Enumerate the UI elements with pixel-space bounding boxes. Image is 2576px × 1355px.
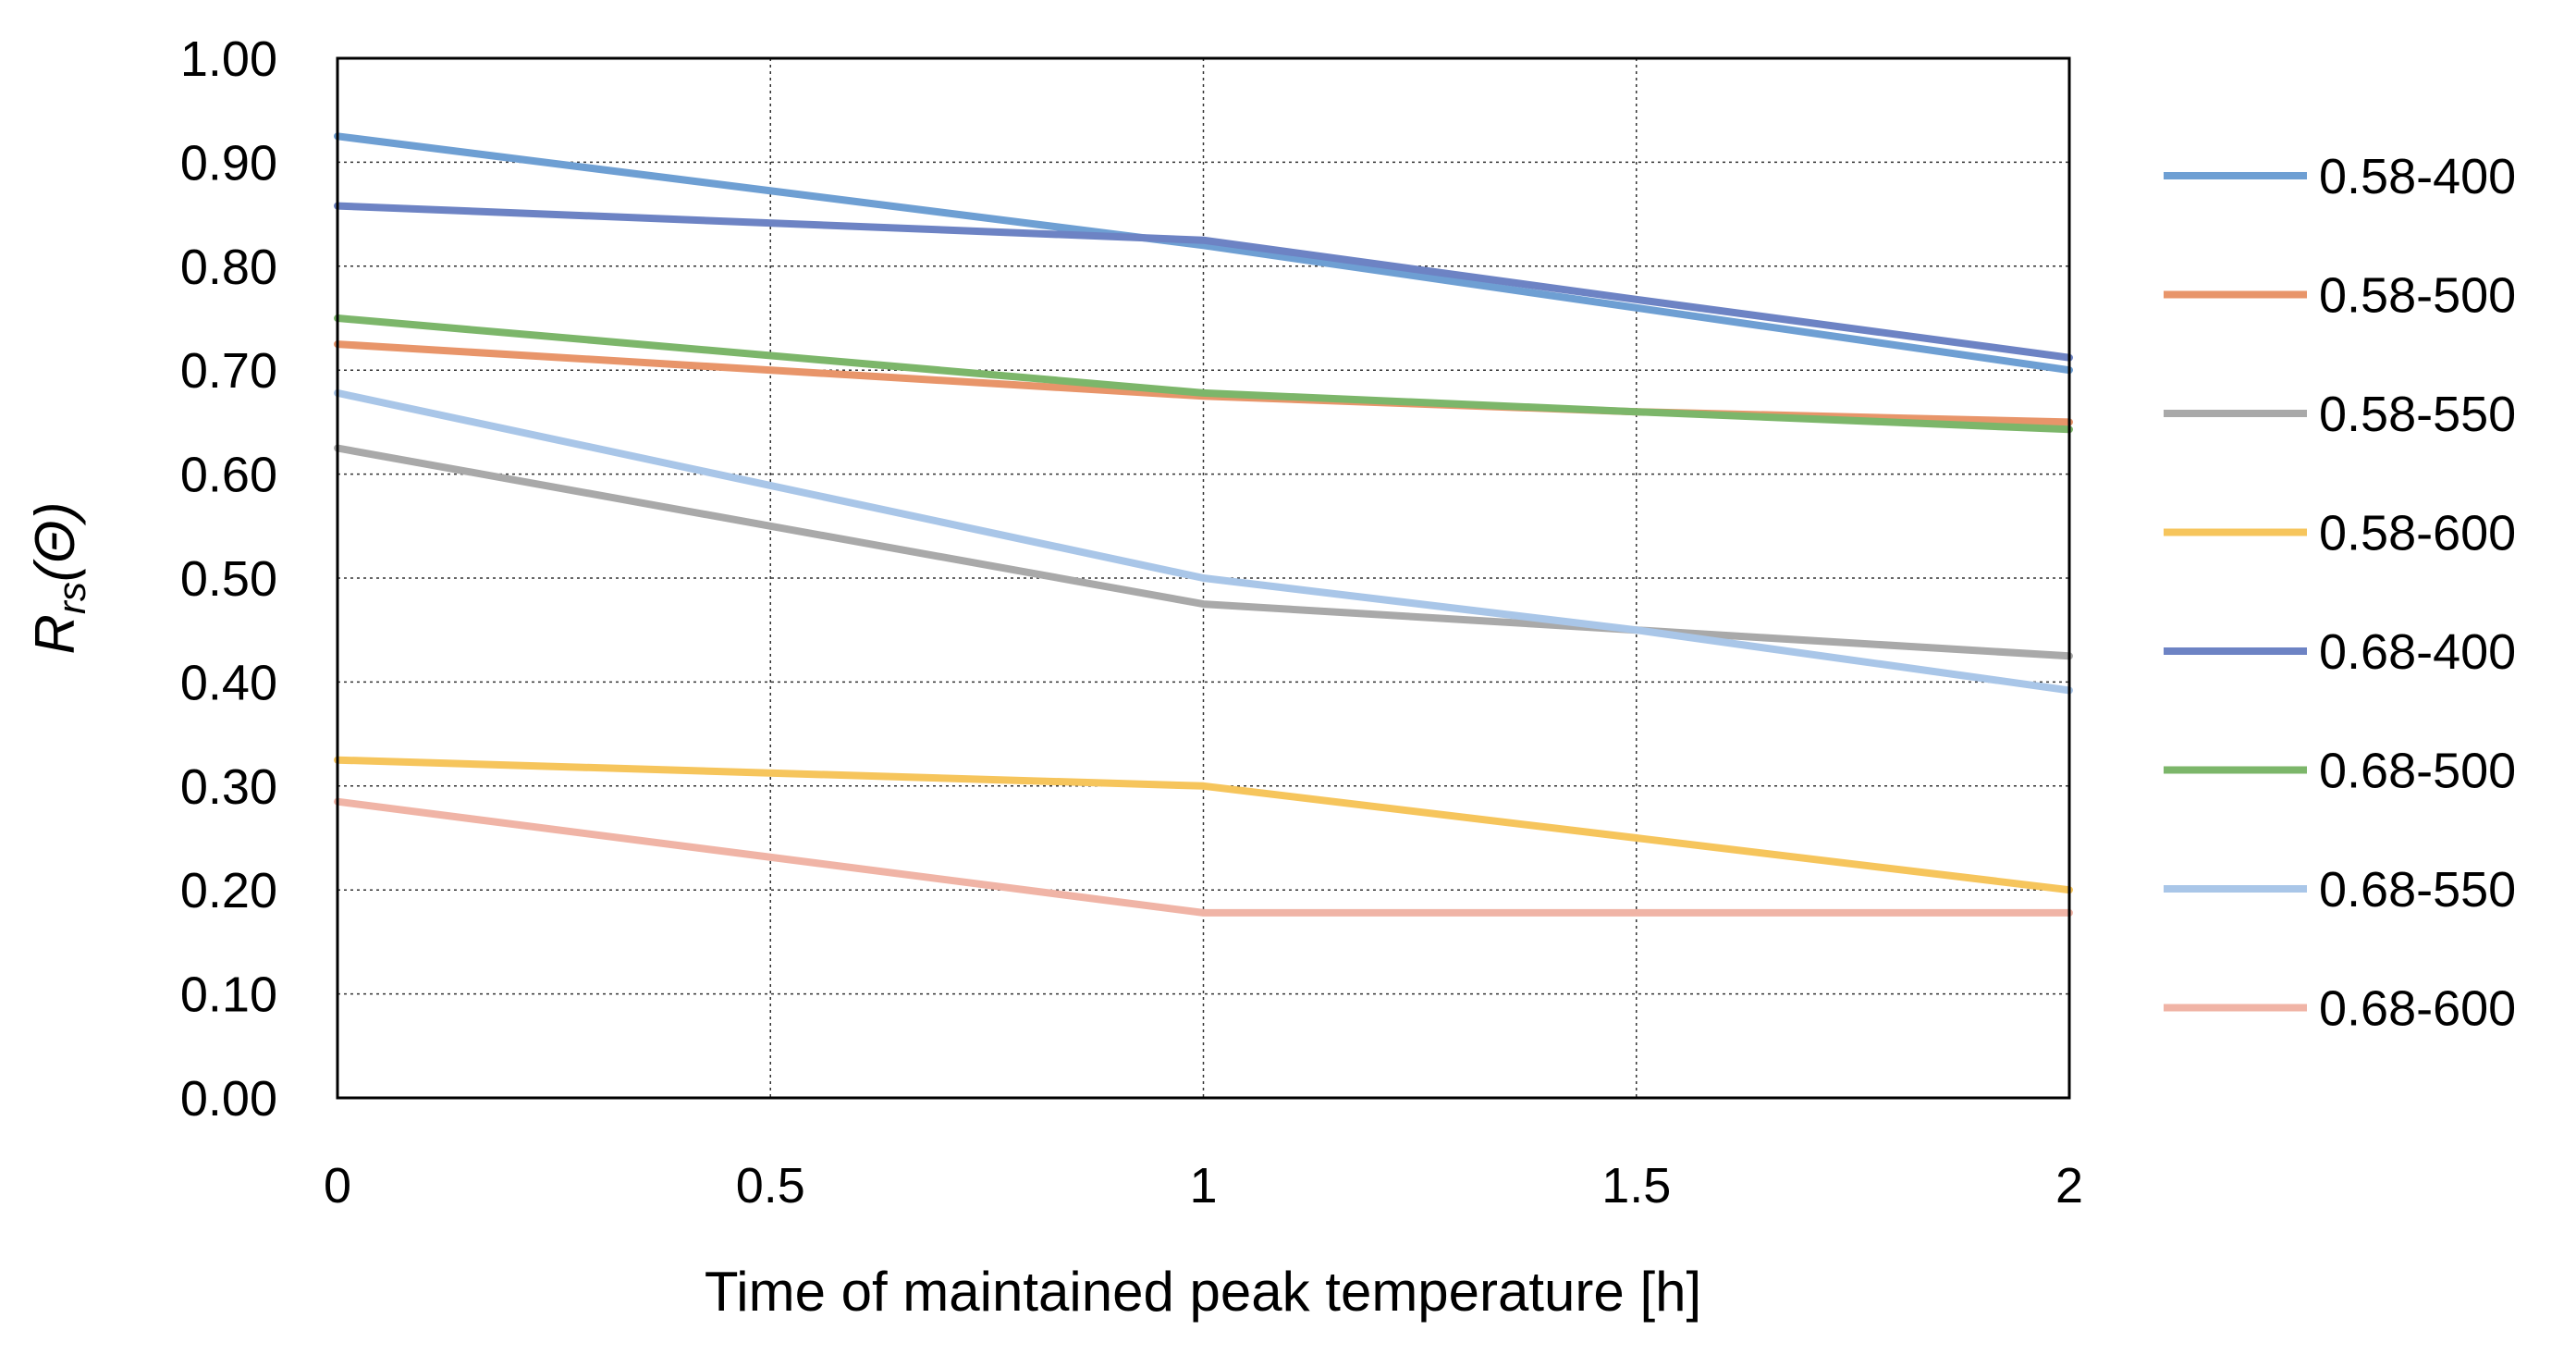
legend-item: 0.58-400	[2164, 149, 2516, 204]
legend-label: 0.68-600	[2319, 981, 2516, 1037]
legend-item: 0.68-500	[2164, 744, 2516, 799]
series-line-0.58-550	[334, 444, 2073, 660]
legend-label: 0.68-500	[2319, 744, 2516, 799]
y-tick-label: 0.70	[180, 343, 277, 399]
series-line-0.68-500	[334, 314, 2073, 434]
y-tick-label: 0.10	[180, 967, 277, 1023]
legend-item: 0.58-550	[2164, 387, 2516, 442]
legend-label: 0.58-550	[2319, 387, 2516, 442]
y-axis-title: Rrs(Θ)	[24, 502, 93, 655]
series-line-0.68-400	[334, 202, 2073, 362]
legend-label: 0.58-600	[2319, 506, 2516, 561]
x-tick-label: 1.5	[1601, 1158, 1671, 1213]
y-axis-ticks: 0.00 0.10 0.20 0.30 0.40 0.50 0.60 0.70 0.80 0.90…	[180, 31, 277, 1127]
legend-label: 0.58-500	[2319, 268, 2516, 324]
series-line-0.58-400	[334, 132, 2073, 375]
series-line-0.58-600	[334, 756, 2073, 894]
legend-label: 0.68-400	[2319, 624, 2516, 680]
series-lines	[334, 132, 2073, 917]
y-tick-label: 0.20	[180, 863, 277, 918]
legend-item: 0.58-600	[2164, 506, 2516, 561]
y-tick-label: 0.90	[180, 135, 277, 191]
y-tick-label: 0.40	[180, 655, 277, 710]
legend: 0.58-400 0.58-500 0.58-550 0.58-600 0.68-400…	[2164, 149, 2516, 1037]
legend-item: 0.68-400	[2164, 624, 2516, 680]
y-tick-label: 1.00	[180, 31, 277, 87]
y-tick-label: 0.60	[180, 448, 277, 503]
y-tick-label: 0.80	[180, 240, 277, 295]
x-tick-label: 1	[1189, 1158, 1217, 1213]
legend-item: 0.58-500	[2164, 268, 2516, 324]
y-tick-label: 0.30	[180, 759, 277, 815]
y-tick-label: 0.00	[180, 1071, 277, 1127]
legend-label: 0.68-550	[2319, 862, 2516, 918]
plot-area-border	[336, 56, 2071, 1100]
y-axis-title-sub: rs	[50, 582, 93, 614]
series-line-0.68-600	[334, 797, 2073, 917]
x-axis-title: Time of maintained peak temperature [h]	[705, 1261, 1701, 1323]
legend-item: 0.68-550	[2164, 862, 2516, 918]
x-tick-label: 0	[324, 1158, 351, 1213]
series-line-0.68-550	[334, 388, 2073, 695]
legend-label: 0.58-400	[2319, 149, 2516, 204]
y-axis-title-arg: (Θ)	[24, 502, 86, 583]
y-tick-label: 0.50	[180, 551, 277, 607]
x-axis-ticks: 0 0.5 1 1.5 2	[324, 1158, 2083, 1213]
y-axis-title-main: R	[24, 614, 86, 654]
x-tick-label: 0.5	[736, 1158, 805, 1213]
legend-item: 0.68-600	[2164, 981, 2516, 1037]
x-tick-label: 2	[2055, 1158, 2083, 1213]
